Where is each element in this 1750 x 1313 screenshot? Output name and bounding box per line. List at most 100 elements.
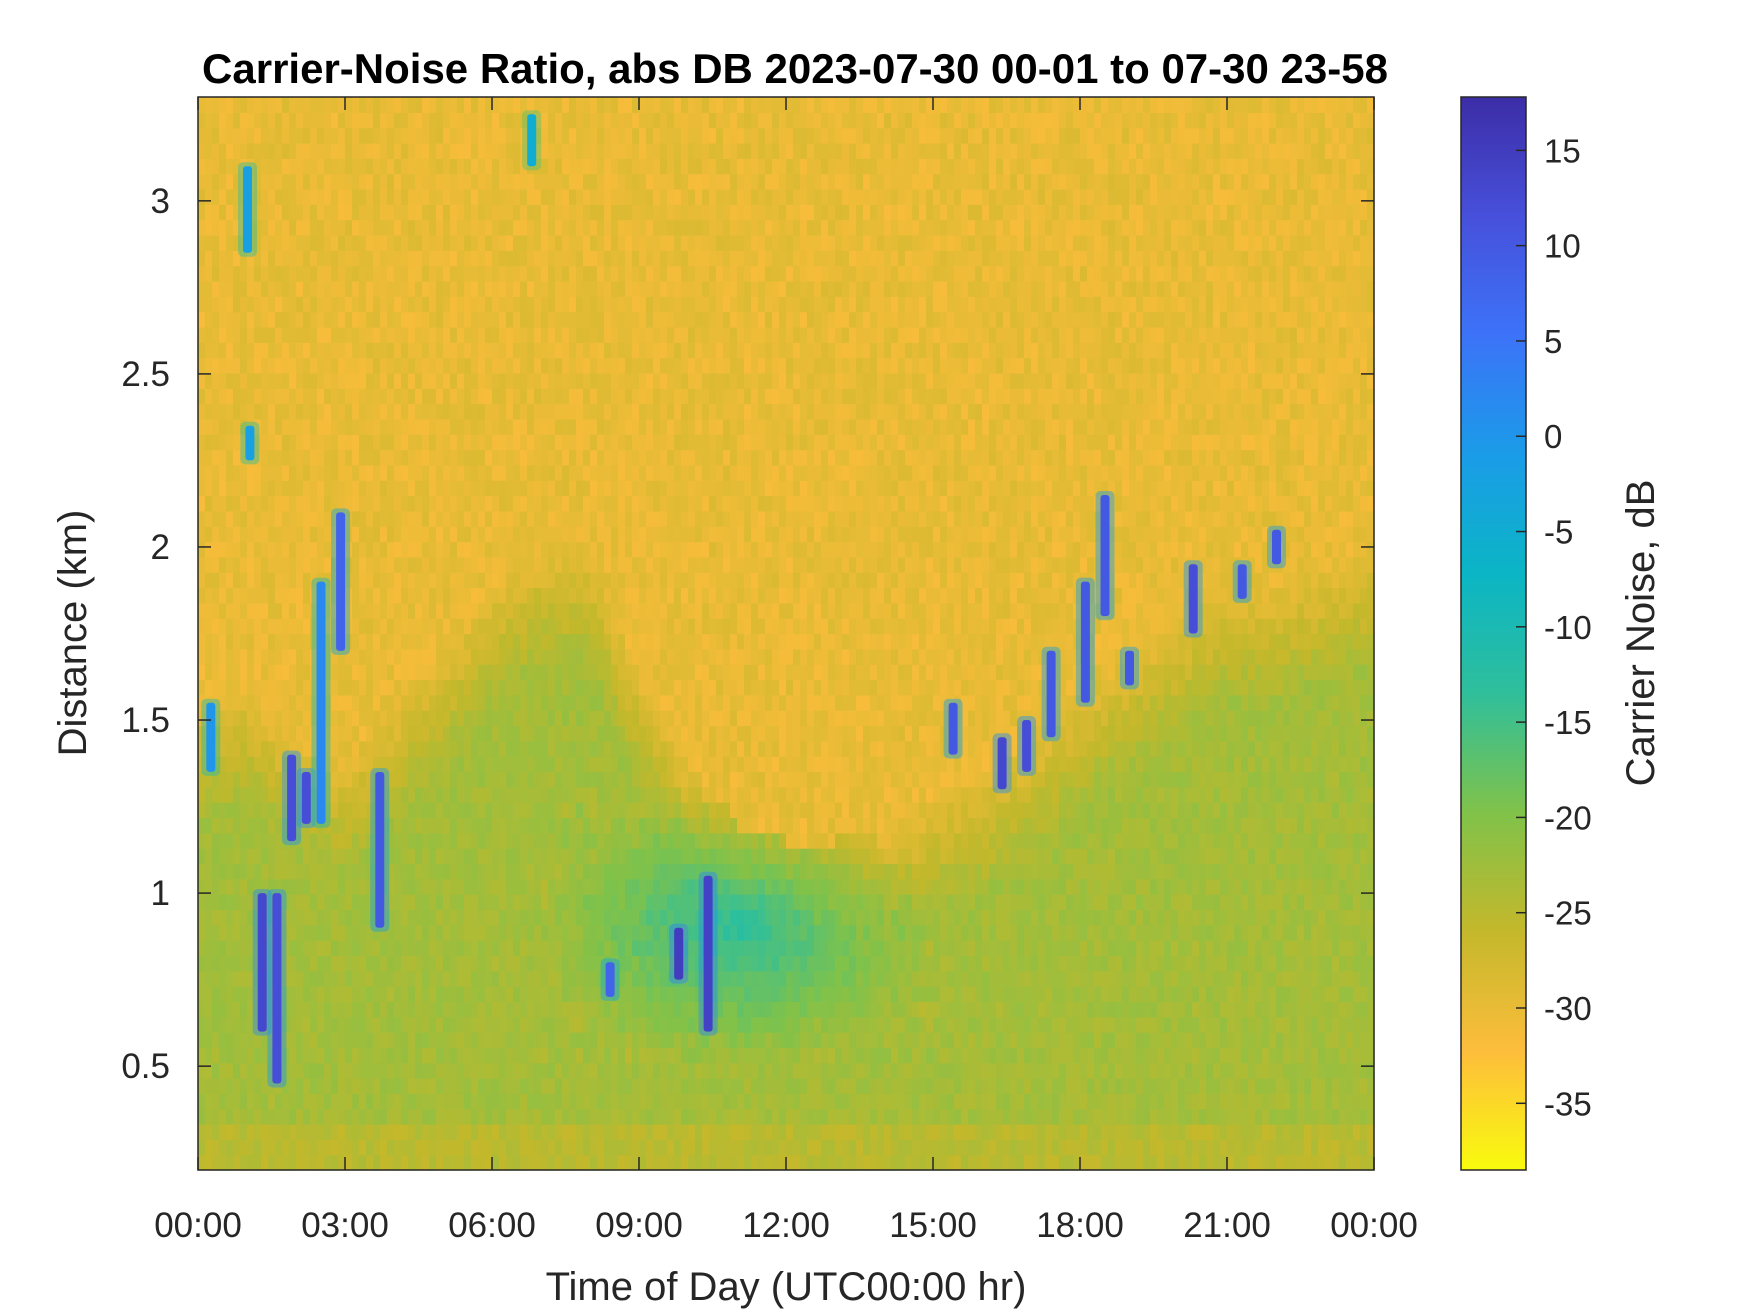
heatmap-cell: [604, 296, 612, 313]
heatmap-cell: [282, 234, 290, 251]
heatmap-cell: [548, 817, 556, 834]
heatmap-cell: [422, 204, 430, 221]
heatmap-cell: [471, 449, 479, 466]
heatmap-cell: [359, 219, 367, 236]
heatmap-cell: [352, 296, 360, 313]
heatmap-cell: [282, 1108, 290, 1125]
heatmap-cell: [597, 480, 605, 497]
heatmap-cell: [590, 1032, 598, 1048]
heatmap-cell: [359, 112, 367, 129]
heatmap-cell: [219, 679, 227, 696]
heatmap-cell: [450, 587, 458, 604]
heatmap-cell: [555, 158, 563, 175]
heatmap-cell: [212, 572, 220, 589]
heatmap-cell: [485, 664, 493, 681]
heatmap-cell: [632, 878, 640, 895]
heatmap-cell: [198, 280, 206, 297]
heatmap-cell: [380, 403, 388, 420]
heatmap-cell: [401, 250, 409, 267]
heatmap-cell: [408, 679, 416, 696]
heatmap-cell: [310, 618, 318, 635]
heatmap-cell: [429, 771, 437, 788]
heatmap-cell: [387, 403, 395, 420]
heatmap-cell: [289, 480, 297, 497]
heatmap-cell: [373, 924, 381, 941]
heatmap-cell: [282, 679, 290, 696]
heatmap-cell: [303, 618, 311, 635]
heatmap-cell: [429, 280, 437, 297]
heatmap-cell: [681, 832, 689, 849]
heatmap-cell: [562, 280, 570, 297]
heatmap-cell: [261, 173, 269, 190]
heatmap-cell: [422, 188, 430, 205]
heatmap-cell: [527, 832, 535, 849]
heatmap-cell: [513, 449, 521, 466]
heatmap-cell: [366, 188, 374, 205]
heatmap-cell: [464, 817, 472, 834]
heatmap-cell: [618, 127, 626, 144]
heatmap-cell: [520, 1062, 528, 1079]
heatmap-cell: [366, 955, 374, 972]
heatmap-cell: [261, 771, 269, 788]
heatmap-cell: [506, 572, 514, 589]
heatmap-cell: [296, 1001, 304, 1018]
heatmap-cell: [436, 495, 444, 512]
heatmap-cell: [443, 280, 451, 297]
heatmap-cell: [646, 694, 654, 711]
heatmap-cell: [436, 1108, 444, 1125]
heatmap-cell: [681, 311, 689, 328]
heatmap-cell: [625, 710, 633, 727]
heatmap-cell: [226, 526, 234, 543]
heatmap-cell: [394, 587, 402, 604]
heatmap-cell: [611, 679, 619, 696]
heatmap-cell: [513, 1139, 521, 1156]
heatmap-cell: [625, 97, 633, 113]
heatmap-cell: [499, 602, 507, 619]
heatmap-cell: [639, 234, 647, 251]
heatmap-cell: [695, 986, 703, 1002]
heatmap-cell: [338, 1001, 346, 1018]
heatmap-cell: [520, 878, 528, 895]
heatmap-cell: [681, 679, 689, 696]
heatmap-cell: [408, 188, 416, 205]
heatmap-cell: [492, 832, 500, 849]
heatmap-cell: [226, 940, 234, 956]
heatmap-cell: [611, 112, 619, 129]
heatmap-cell: [464, 832, 472, 849]
heatmap-cell: [310, 970, 318, 987]
heatmap-cell: [205, 204, 213, 221]
heatmap-cell: [688, 817, 696, 834]
heatmap-cell: [667, 986, 675, 1002]
heatmap-cell: [618, 342, 626, 359]
heatmap-cell: [681, 372, 689, 389]
heatmap-cell: [499, 1001, 507, 1018]
heatmap-cell: [625, 648, 633, 665]
heatmap-cell: [611, 142, 619, 159]
heatmap-cell: [212, 1001, 220, 1018]
heatmap-cell: [345, 127, 353, 144]
heatmap-cell: [289, 1139, 297, 1156]
heatmap-cell: [625, 618, 633, 635]
heatmap-cell: [604, 771, 612, 788]
heatmap-cell: [513, 802, 521, 819]
heatmap-cell: [457, 740, 465, 757]
heatmap-cell: [394, 173, 402, 190]
heatmap-cell: [261, 633, 269, 650]
heatmap-cell: [632, 572, 640, 589]
heatmap-cell: [457, 418, 465, 435]
heatmap-cell: [296, 710, 304, 727]
heatmap-cell: [492, 771, 500, 788]
heatmap-cell: [261, 740, 269, 757]
heatmap-cell: [219, 296, 227, 313]
heatmap-cell: [541, 112, 549, 129]
heatmap-cell: [450, 158, 458, 175]
heatmap-cell: [667, 1078, 675, 1094]
heatmap-cell: [345, 250, 353, 267]
heatmap-cell: [352, 127, 360, 144]
heatmap-cell: [212, 1032, 220, 1048]
heatmap-cell: [373, 587, 381, 604]
heatmap-cell: [415, 342, 423, 359]
heatmap-cell: [660, 434, 668, 451]
heatmap-cell: [268, 848, 276, 865]
heatmap-cell: [653, 725, 661, 742]
